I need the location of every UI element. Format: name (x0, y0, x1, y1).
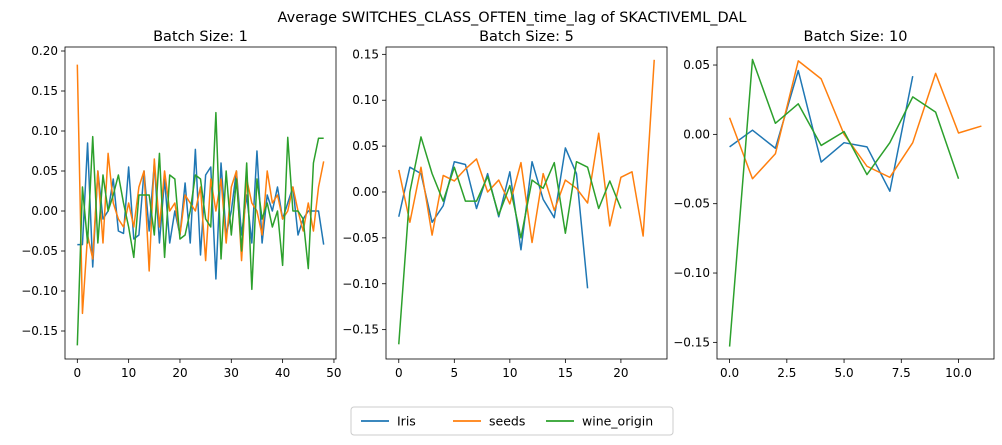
chart-panel-3: Batch Size: 10 0.0 2.5 5.0 7.5 10.0 −0.15 −0.10… (673, 29, 995, 380)
series-line-wine-origin (728, 58, 960, 347)
x-tick-label: 0 (73, 366, 81, 380)
y-tick-label: 0.20 (31, 44, 58, 58)
series-line-seeds (76, 64, 325, 315)
y-tick-label: 0.10 (352, 93, 379, 107)
legend-label: wine_origin (582, 414, 653, 429)
x-tick-label: 30 (224, 366, 239, 380)
y-tick-label: −0.15 (673, 335, 710, 349)
y-tick-label: −0.05 (342, 231, 379, 245)
legend-box (350, 406, 674, 436)
axes-frame (716, 46, 995, 360)
series-line-seeds (398, 59, 655, 244)
axes-frame (64, 46, 337, 360)
y-tick-label: 0.05 (683, 58, 710, 72)
y-tick-label: 0.15 (31, 84, 58, 98)
x-tick-label: 5.0 (835, 366, 854, 380)
y-tick-label: 0.05 (31, 164, 58, 178)
series-line-iris (398, 147, 589, 289)
x-tick-label: 7.5 (892, 366, 911, 380)
y-tick-label: −0.05 (673, 197, 710, 211)
y-tick-label: −0.10 (673, 266, 710, 280)
y-tick-label: −0.15 (342, 323, 379, 337)
y-tick-label: 0.10 (31, 124, 58, 138)
x-tick-label: 10.0 (945, 366, 972, 380)
y-tick-label: 0.15 (352, 47, 379, 61)
x-tick-label: 5 (450, 366, 458, 380)
x-tick-label: 10 (502, 366, 517, 380)
legend: Iris seeds wine_origin (350, 406, 674, 436)
figure-title: Average SWITCHES_CLASS_OFTEN_time_lag of… (278, 10, 747, 26)
chart-panel-2: Batch Size: 5 0 5 10 15 20 −0.15 −0.10 −0.05 0.00… (342, 29, 668, 380)
chart-panels: Batch Size: 10 10 20 30 40 50−0.15−0.10−0.050… (21, 29, 995, 380)
x-tick-label: 10 (121, 366, 136, 380)
series-line-seeds (728, 60, 982, 180)
series-line-iris (729, 69, 914, 192)
x-tick-label: 20 (172, 366, 187, 380)
legend-label: Iris (397, 414, 416, 429)
y-tick-label: −0.15 (21, 324, 58, 338)
x-tick-label: 20 (613, 366, 628, 380)
y-tick-label: 0.00 (352, 185, 379, 199)
y-tick-label: −0.10 (342, 277, 379, 291)
panel-title: Batch Size: 1 (153, 29, 248, 45)
y-tick-label: −0.10 (21, 284, 58, 298)
x-tick-label: 2.5 (777, 366, 796, 380)
x-tick-label: 0.0 (720, 366, 739, 380)
y-tick-label: 0.05 (352, 139, 379, 153)
x-tick-label: 15 (558, 366, 573, 380)
series-line-wine-origin (76, 111, 324, 346)
x-tick-label: 0 (395, 366, 403, 380)
y-tick-label: −0.05 (21, 244, 58, 258)
legend-label: seeds (489, 414, 525, 429)
panel-title: Batch Size: 10 (804, 29, 908, 45)
x-tick-label: 40 (275, 366, 290, 380)
y-tick-label: 0.00 (683, 127, 710, 141)
panel-title: Batch Size: 5 (479, 29, 574, 45)
series-line-wine-origin (398, 136, 622, 345)
x-tick-label: 50 (326, 366, 341, 380)
axes-frame (385, 46, 668, 360)
chart-panel-1: Batch Size: 1 0 10 20 30 40 50 −0.15 −0.10 −0.05 0… (21, 29, 341, 380)
y-tick-label: 0.00 (31, 204, 58, 218)
